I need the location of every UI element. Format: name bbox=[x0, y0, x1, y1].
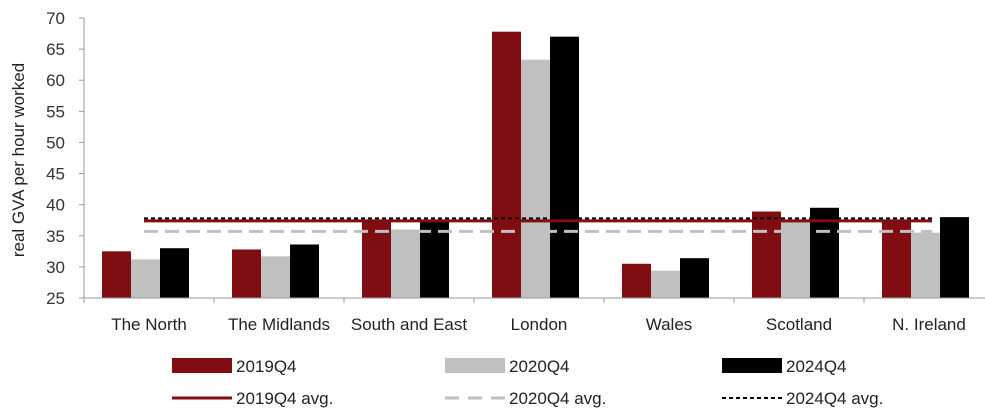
bar-2024Q4-the-north bbox=[160, 248, 189, 298]
legend-swatch-2 bbox=[722, 358, 782, 373]
x-tick-label-0: The North bbox=[111, 315, 187, 334]
legend: 2019Q4 2020Q4 2024Q4 2019Q4 avg. 2020Q4 avg.… bbox=[172, 357, 883, 408]
y-tick-label-45: 45 bbox=[46, 165, 65, 184]
x-tick-label-2: South and East bbox=[351, 315, 468, 334]
y-axis-title: real GVA per hour worked bbox=[9, 63, 28, 257]
bar-2019Q4-n-ireland bbox=[882, 220, 911, 298]
y-tick-label-40: 40 bbox=[46, 196, 65, 215]
x-tick-label-6: N. Ireland bbox=[892, 315, 966, 334]
bar-2024Q4-the-midlands bbox=[290, 244, 319, 298]
bar-2019Q4-the-north bbox=[102, 251, 131, 298]
axes-layer: 25 30 35 40 45 50 55 60 65 70 The North The Midland… bbox=[46, 9, 985, 334]
x-tick-label-3: London bbox=[511, 315, 568, 334]
bar-2024Q4-n-ireland bbox=[940, 217, 969, 298]
bar-2020Q4-the-north bbox=[131, 259, 160, 298]
bar-2024Q4-wales bbox=[680, 258, 709, 298]
bar-2020Q4-the-midlands bbox=[261, 256, 290, 298]
average-lines-layer bbox=[144, 217, 932, 233]
bar-2020Q4-london bbox=[521, 59, 550, 298]
legend-avg-label-1: 2020Q4 avg. bbox=[509, 389, 606, 408]
x-tick-label-5: Scotland bbox=[766, 315, 832, 334]
bar-2020Q4-scotland bbox=[781, 220, 810, 298]
y-tick-label-25: 25 bbox=[46, 289, 65, 308]
bar-2024Q4-south-and-east bbox=[420, 220, 449, 298]
legend-avg-label-2: 2024Q4 avg. bbox=[786, 389, 883, 408]
bars-layer bbox=[102, 31, 969, 299]
y-tick-label-35: 35 bbox=[46, 227, 65, 246]
bar-2020Q4-n-ireland bbox=[911, 232, 940, 298]
legend-label-0: 2019Q4 bbox=[236, 357, 297, 376]
x-tick-label-1: The Midlands bbox=[228, 315, 330, 334]
legend-label-2: 2024Q4 bbox=[786, 357, 847, 376]
y-tick-label-55: 55 bbox=[46, 102, 65, 121]
bar-2019Q4-scotland bbox=[752, 211, 781, 298]
y-tick-label-30: 30 bbox=[46, 258, 65, 277]
x-tick-label-4: Wales bbox=[646, 315, 693, 334]
bar-2019Q4-london bbox=[492, 31, 521, 298]
bar-2019Q4-the-midlands bbox=[232, 249, 261, 298]
legend-label-1: 2020Q4 bbox=[509, 357, 570, 376]
bar-2019Q4-wales bbox=[622, 263, 651, 298]
bar-2020Q4-wales bbox=[651, 270, 680, 298]
legend-swatch-1 bbox=[445, 358, 505, 373]
bar-2020Q4-south-and-east bbox=[391, 229, 420, 298]
y-tick-label-50: 50 bbox=[46, 133, 65, 152]
y-tick-label-65: 65 bbox=[46, 40, 65, 59]
legend-swatch-0 bbox=[172, 358, 232, 373]
bar-2024Q4-london bbox=[550, 36, 579, 299]
bar-2024Q4-scotland bbox=[810, 207, 839, 298]
y-tick-label-60: 60 bbox=[46, 71, 65, 90]
y-tick-label-70: 70 bbox=[46, 9, 65, 28]
bar-2019Q4-south-and-east bbox=[362, 220, 391, 298]
legend-avg-label-0: 2019Q4 avg. bbox=[236, 389, 333, 408]
